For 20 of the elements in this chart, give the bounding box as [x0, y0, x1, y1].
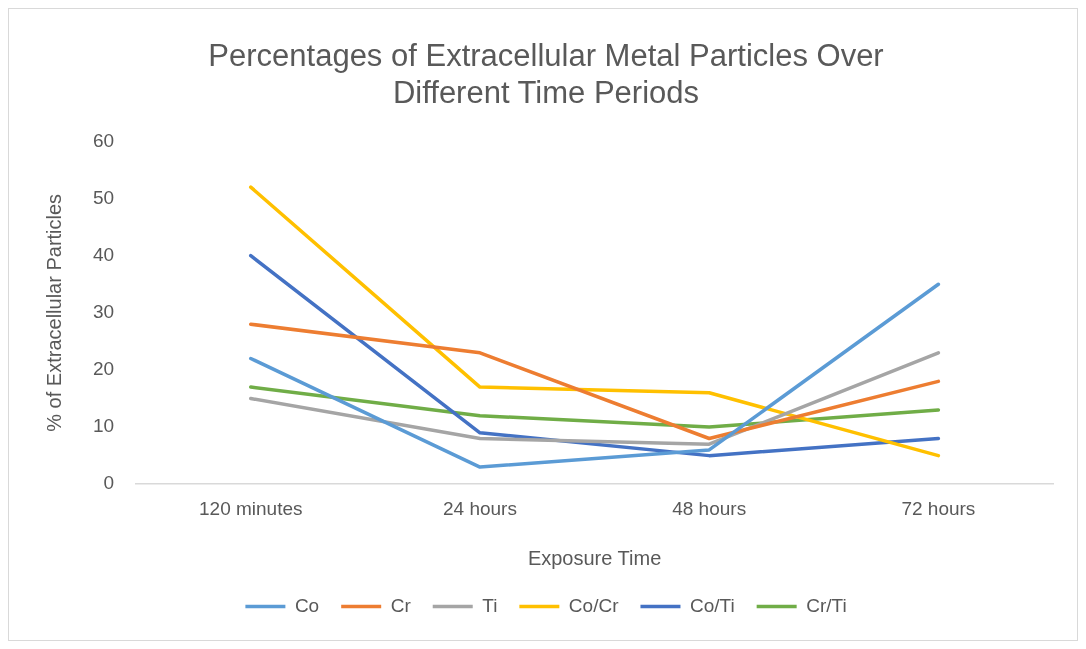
legend-label: Co/Ti: [689, 594, 735, 616]
y-tick-label: 40: [92, 243, 115, 265]
y-tick-label: 30: [92, 301, 115, 323]
y-axis-title: % of Extracellular Particles: [42, 193, 65, 432]
x-tick-label: 24 hours: [442, 497, 517, 519]
legend-label: Cr/Ti: [806, 594, 847, 616]
chart-title: Percentages of Extracellular Metal Particles Over Different Time Periods: [208, 38, 884, 111]
legend-label: Cr: [390, 594, 412, 616]
legend-label: Ti: [482, 594, 498, 616]
x-tick-label: 72 hours: [901, 497, 976, 519]
y-tick-label: 0: [103, 472, 115, 494]
y-tick-label: 50: [92, 186, 115, 208]
x-axis-title: Exposure Time: [527, 546, 662, 569]
x-tick-label: 48 hours: [672, 497, 747, 519]
y-tick-label: 60: [92, 129, 115, 151]
x-tick-label: 120 minutes: [198, 497, 303, 519]
y-tick-label: 20: [92, 358, 115, 380]
legend-label: Co/Cr: [568, 594, 620, 616]
y-tick-label: 10: [92, 415, 115, 437]
legend-label: Co: [294, 594, 320, 616]
